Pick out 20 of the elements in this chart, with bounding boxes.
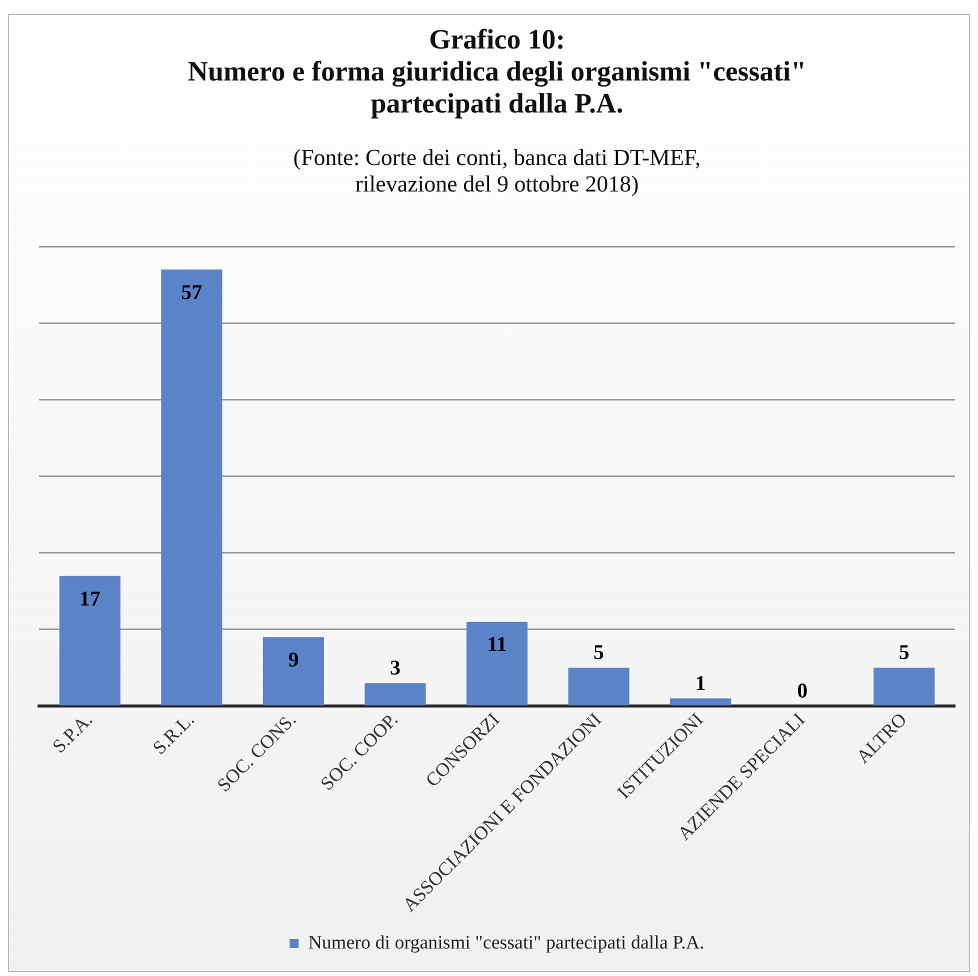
bar	[161, 269, 222, 706]
data-label: 0	[797, 678, 808, 702]
data-label: 57	[181, 280, 202, 304]
data-label: 5	[594, 640, 604, 664]
data-label: 17	[79, 586, 100, 610]
data-label: 9	[288, 648, 299, 672]
data-label: 11	[487, 632, 507, 656]
bar	[59, 576, 120, 706]
bar	[568, 668, 630, 706]
legend-label: Numero di organismi "cessati" partecipati dalla P.A.	[308, 932, 704, 954]
chart-title: Grafico 10: Numero e forma giuridica degli organismi "cessati" partecipati dalla P.A.	[188, 24, 806, 120]
bar	[670, 698, 732, 706]
bar	[262, 637, 324, 706]
data-label: 3	[390, 656, 400, 680]
data-label: 1	[695, 670, 706, 695]
data-label: 5	[898, 640, 910, 664]
bar	[466, 622, 528, 706]
chart-subtitle: (Fonte: Corte dei conti, banca dati DT-MEF, rilevazione del 9 ottobre 2018)	[293, 144, 701, 196]
bar	[874, 668, 935, 706]
bar	[364, 683, 426, 706]
